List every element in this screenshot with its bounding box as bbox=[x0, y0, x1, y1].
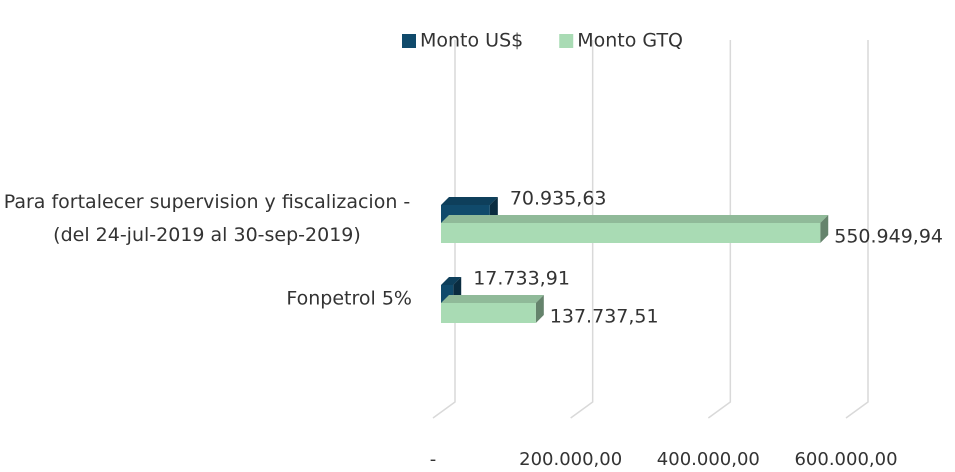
grid-line bbox=[432, 40, 456, 419]
data-label: 17.733,91 bbox=[473, 268, 570, 290]
data-label: 550.949,94 bbox=[834, 226, 943, 248]
bar-top bbox=[441, 197, 498, 205]
bar-front bbox=[441, 223, 821, 243]
x-tick-label: - bbox=[430, 449, 437, 470]
legend-swatch bbox=[559, 34, 574, 48]
legend-label: Monto GTQ bbox=[577, 30, 683, 52]
bar bbox=[441, 295, 544, 323]
x-tick-label: 200.000,00 bbox=[519, 449, 622, 470]
bar bbox=[441, 215, 829, 243]
bar-top bbox=[441, 215, 829, 223]
y-tick-label: Fonpetrol 5% bbox=[286, 287, 412, 310]
grid-line bbox=[845, 40, 869, 419]
data-label: 70.935,63 bbox=[510, 188, 607, 210]
bar-front bbox=[441, 303, 536, 323]
bar-side bbox=[535, 295, 544, 323]
grid-line bbox=[570, 40, 594, 419]
data-label: 137.737,51 bbox=[550, 306, 659, 328]
bar-top bbox=[441, 277, 462, 285]
legend-swatch bbox=[402, 34, 416, 48]
x-tick-label: 600.000,00 bbox=[794, 449, 897, 470]
legend-label: Monto US$ bbox=[420, 30, 523, 52]
bar-side bbox=[820, 215, 829, 243]
grid-line bbox=[707, 40, 732, 419]
x-tick-label: 400.000,00 bbox=[657, 449, 760, 470]
y-tick-label: Para fortalecer supervision y fiscalizac… bbox=[3, 191, 411, 246]
bar-top bbox=[441, 295, 544, 303]
